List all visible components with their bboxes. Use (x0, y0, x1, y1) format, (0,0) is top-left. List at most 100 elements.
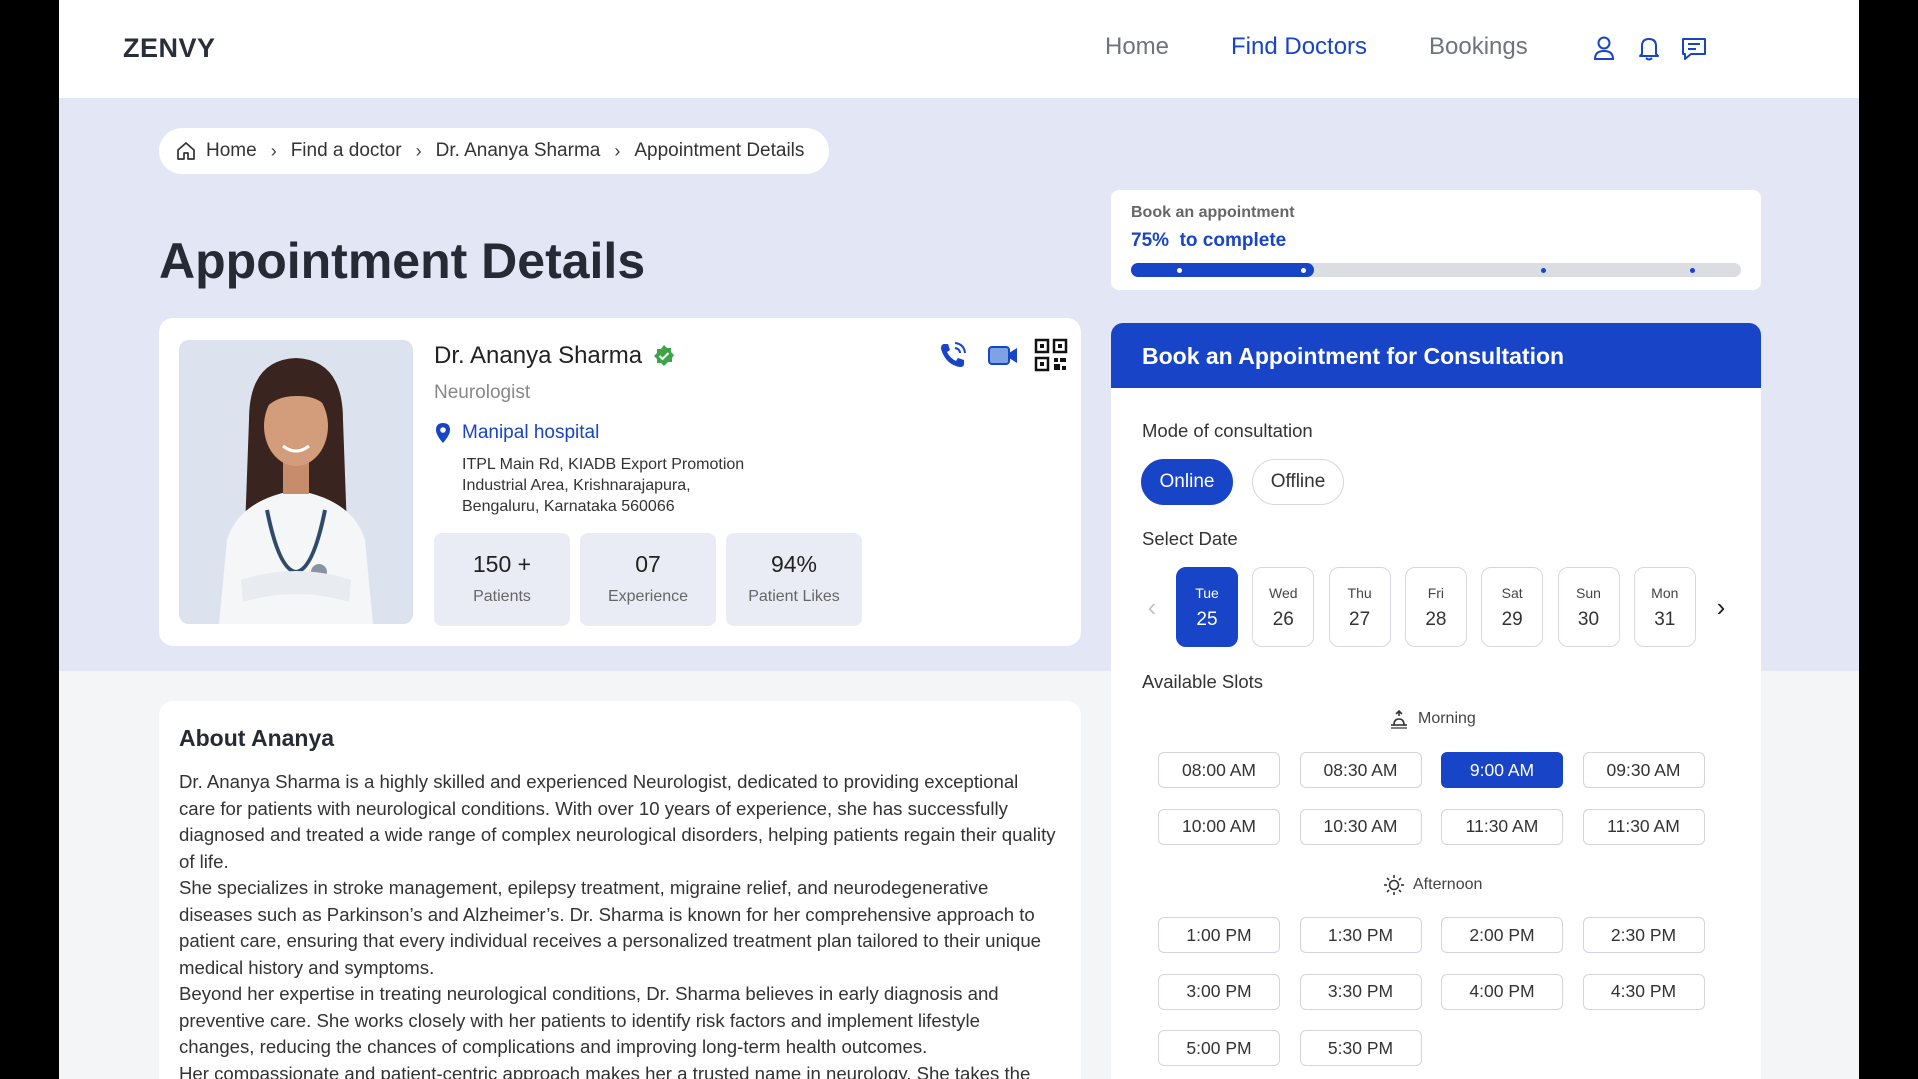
chevron-right-icon: › (415, 140, 422, 161)
time-slot-button[interactable]: 08:30 AM (1299, 752, 1422, 788)
user-icon[interactable] (1589, 33, 1619, 63)
about-body: Dr. Ananya Sharma is a highly skilled an… (179, 769, 1059, 1079)
about-paragraph: Her compassionate and patient-centric ap… (179, 1062, 1031, 1079)
breadcrumb-doctor[interactable]: Dr. Ananya Sharma (435, 140, 601, 161)
time-slot-button[interactable]: 09:30 AM (1582, 752, 1705, 788)
date-number: 28 (1425, 609, 1447, 630)
date-number: 25 (1196, 609, 1218, 630)
breadcrumb-current: Appointment Details (634, 140, 805, 161)
page-title: Appointment Details (159, 233, 646, 289)
progress-step-dot (1541, 268, 1546, 273)
sunrise-icon (1391, 709, 1407, 729)
time-slot-button[interactable]: 5:30 PM (1299, 1030, 1422, 1066)
time-slot-button[interactable]: 2:00 PM (1441, 917, 1563, 953)
progress-suffix: to complete (1179, 230, 1287, 251)
date-option[interactable]: Thu 27 (1328, 567, 1391, 647)
booking-card: Book an Appointment for Consultation Mod… (1111, 323, 1761, 1079)
time-slot-button[interactable]: 10:00 AM (1158, 808, 1280, 845)
time-slot-button[interactable]: 08:00 AM (1158, 752, 1280, 788)
mode-online-button[interactable]: Online (1141, 459, 1233, 505)
about-title: About Ananya (179, 725, 335, 751)
qr-code-icon[interactable] (1034, 338, 1068, 372)
date-weekday: Fri (1427, 585, 1445, 601)
date-option[interactable]: Mon 31 (1633, 567, 1696, 647)
chat-icon[interactable] (1679, 33, 1709, 63)
address-line: Industrial Area, Krishnarajapura, (462, 477, 691, 494)
nav-home[interactable]: Home (1105, 33, 1170, 60)
time-slot-button[interactable]: 2:30 PM (1582, 917, 1705, 953)
hospital-name[interactable]: Manipal hospital (462, 422, 600, 443)
date-weekday: Wed (1269, 585, 1298, 601)
stat-value: 07 (635, 551, 661, 577)
mode-offline-button[interactable]: Offline (1252, 459, 1344, 505)
time-slot-button[interactable]: 11:30 AM (1582, 808, 1705, 845)
stat-value: 94% (770, 551, 818, 577)
nav-bookings[interactable]: Bookings (1429, 33, 1528, 60)
breadcrumb-find-doctor[interactable]: Find a doctor (290, 140, 402, 161)
progress-fill (1131, 263, 1314, 277)
time-slot-button[interactable]: 11:30 AM (1441, 808, 1563, 845)
chevron-left-icon[interactable]: ‹ (1147, 592, 1157, 622)
date-weekday: Tue (1195, 585, 1219, 601)
time-slot-button[interactable]: 1:00 PM (1158, 917, 1280, 953)
stat-label: Patients (473, 588, 531, 605)
bell-icon[interactable] (1634, 33, 1664, 63)
booking-title: Book an Appointment for Consultation (1111, 323, 1761, 388)
stat-experience: 07 Experience (580, 533, 716, 626)
date-number: 31 (1654, 609, 1676, 630)
breadcrumb-home[interactable]: Home (206, 140, 257, 161)
about-paragraph: Dr. Ananya Sharma is a highly skilled an… (179, 771, 1056, 872)
date-option[interactable]: Wed 26 (1252, 567, 1315, 647)
phone-icon[interactable] (936, 338, 970, 372)
progress-card: Book an appointment 75% to complete (1111, 190, 1761, 290)
address-line: ITPL Main Rd, KIADB Export Promotion (462, 456, 745, 473)
doctor-name[interactable]: Dr. Ananya Sharma (434, 342, 643, 369)
time-slot-button[interactable]: 4:30 PM (1582, 973, 1705, 1010)
progress-step-dot (1690, 268, 1695, 273)
time-slot-button[interactable]: 4:00 PM (1441, 973, 1563, 1010)
morning-header: Morning (1388, 709, 1476, 729)
date-weekday: Mon (1651, 585, 1679, 601)
progress-step-dot (1301, 268, 1306, 273)
logo[interactable]: ZENVY (123, 33, 216, 63)
verified-badge-icon (654, 345, 675, 366)
time-slot-button[interactable]: 3:30 PM (1299, 973, 1422, 1010)
afternoon-header: Afternoon (1383, 874, 1482, 896)
progress-bar (1131, 263, 1741, 277)
date-option[interactable]: Fri 28 (1404, 567, 1467, 647)
progress-text: 75% to complete (1131, 230, 1286, 252)
date-option[interactable]: Sun 30 (1557, 567, 1620, 647)
doctor-card: Dr. Ananya Sharma Neurologist Manipal ho… (159, 318, 1081, 646)
date-option[interactable]: Sat 29 (1481, 567, 1544, 647)
time-slot-button[interactable]: 10:30 AM (1299, 808, 1422, 845)
sun-icon (1384, 875, 1404, 895)
nav-find-doctors[interactable]: Find Doctors (1231, 33, 1368, 60)
date-option[interactable]: Tue 25 (1176, 567, 1238, 647)
address-line: Bengaluru, Karnataka 560066 (462, 498, 675, 515)
date-weekday: Sun (1576, 585, 1601, 601)
stat-value: 150 + (472, 551, 532, 577)
about-card: About Ananya Dr. Ananya Sharma is a high… (159, 701, 1081, 1079)
time-slot-button[interactable]: 1:30 PM (1299, 917, 1422, 953)
date-number: 27 (1349, 609, 1371, 630)
time-slot-button[interactable]: 5:00 PM (1158, 1030, 1280, 1066)
morning-label: Morning (1418, 710, 1476, 727)
progress-title: Book an appointment (1131, 204, 1295, 221)
doctor-name-row: Dr. Ananya Sharma (434, 342, 676, 370)
stat-label: Experience (607, 588, 689, 605)
chevron-right-icon[interactable]: › (1716, 592, 1726, 622)
date-number: 26 (1272, 609, 1294, 630)
time-slot-button[interactable]: 9:00 AM (1441, 752, 1563, 788)
video-call-icon[interactable] (986, 338, 1020, 372)
page: ZENVY Home Find Doctors Bookings Home › … (59, 0, 1859, 1079)
time-slot-button[interactable]: 3:00 PM (1158, 973, 1280, 1010)
doctor-photo (179, 340, 413, 624)
hospital-row: Manipal hospital (434, 422, 599, 444)
location-pin-icon (436, 423, 450, 443)
progress-percent: 75% (1131, 230, 1170, 251)
top-nav: ZENVY Home Find Doctors Bookings (59, 0, 1859, 98)
stat-label: Patient Likes (748, 588, 840, 605)
date-weekday: Sat (1501, 585, 1523, 601)
chevron-right-icon: › (270, 140, 277, 161)
hospital-address: ITPL Main Rd, KIADB Export Promotion Ind… (462, 454, 792, 517)
